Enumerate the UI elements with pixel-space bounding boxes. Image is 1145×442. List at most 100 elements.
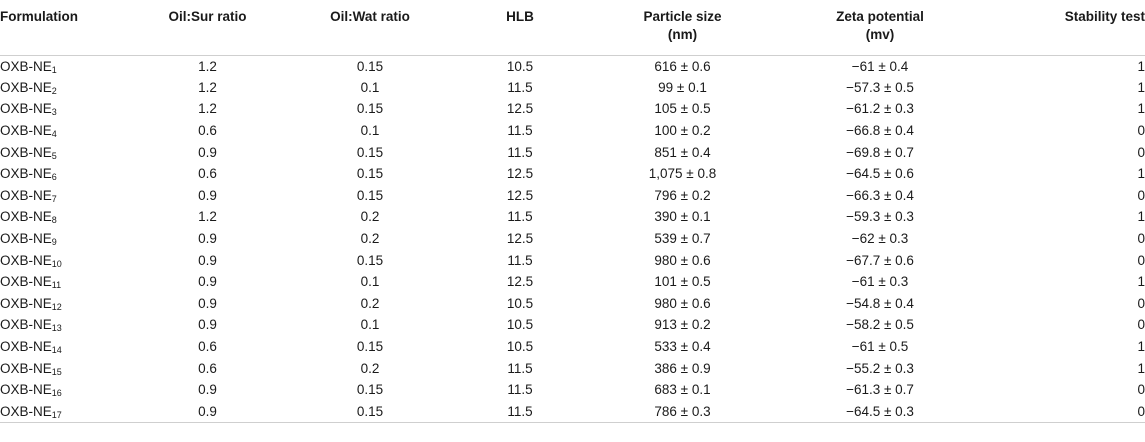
- cell-stability-test: 1: [1137, 274, 1145, 290]
- table-row: OXB-NE2 1.2 0.1 11.5 99 ± 0.1 −57.3 ± 0.5 1: [0, 77, 1145, 99]
- cell-oil-wat-ratio: 0.15: [356, 101, 384, 117]
- cell-oil-sur-ratio: 0.9: [198, 295, 217, 311]
- formulation-name: OXB-NE: [0, 360, 52, 376]
- cell-particle-size: 980 ± 0.6: [654, 252, 711, 268]
- cell-zeta-potential: −69.8 ± 0.7: [846, 144, 914, 160]
- formulation-subscript: 17: [51, 409, 62, 420]
- cell-formulation: OXB-NE10: [0, 249, 130, 271]
- cell-particle-size: 616 ± 0.6: [654, 58, 711, 74]
- cell-oil-wat-ratio: 0.15: [356, 144, 384, 160]
- cell-oil-sur-ratio: 1.2: [198, 79, 217, 95]
- cell-zeta-potential: −61 ± 0.4: [851, 58, 909, 74]
- formulation-name: OXB-NE: [0, 144, 52, 160]
- header-hlb: HLB: [455, 0, 585, 55]
- cell-particle-size: 1,075 ± 0.8: [648, 166, 717, 182]
- cell-zeta-potential: −64.5 ± 0.6: [846, 166, 914, 182]
- cell-formulation: OXB-NE7: [0, 185, 130, 207]
- cell-oil-sur-ratio: 0.9: [198, 403, 217, 419]
- cell-zeta-potential: −66.3 ± 0.4: [846, 187, 914, 203]
- cell-hlb: 11.5: [507, 403, 533, 419]
- cell-particle-size: 539 ± 0.7: [654, 231, 711, 247]
- header-zeta-potential: Zeta potential (mv): [780, 0, 980, 55]
- cell-formulation: OXB-NE12: [0, 293, 130, 315]
- table-row: OXB-NE5 0.9 0.15 11.5 851 ± 0.4 −69.8 ± 0.7 0: [0, 141, 1145, 163]
- formulation-name: OXB-NE: [0, 209, 52, 225]
- table-row: OXB-NE13 0.9 0.1 10.5 913 ± 0.2 −58.2 ± 0.5 0: [0, 314, 1145, 336]
- table-row: OXB-NE6 0.6 0.15 12.5 1,075 ± 0.8 −64.5 ± 0.6…: [0, 163, 1145, 185]
- cell-hlb: 10.5: [506, 339, 534, 355]
- cell-oil-wat-ratio: 0.1: [360, 317, 380, 333]
- cell-oil-wat-ratio: 0.15: [356, 58, 384, 74]
- cell-formulation: OXB-NE6: [0, 163, 130, 185]
- cell-oil-wat-ratio: 0.15: [356, 403, 384, 419]
- cell-stability-test: 1: [1137, 79, 1145, 95]
- cell-stability-test: 1: [1137, 339, 1145, 355]
- formulation-name: OXB-NE: [0, 187, 52, 203]
- formulation-subscript: 14: [51, 345, 62, 356]
- formulation-subscript: 16: [51, 388, 62, 399]
- cell-zeta-potential: −55.2 ± 0.3: [846, 360, 914, 376]
- formulation-subscript: 15: [51, 366, 62, 377]
- cell-formulation: OXB-NE3: [0, 98, 130, 120]
- cell-hlb: 11.5: [507, 360, 533, 376]
- cell-formulation: OXB-NE15: [0, 357, 130, 379]
- formulation-subscript: 9: [51, 237, 57, 248]
- cell-oil-sur-ratio: 0.9: [198, 144, 217, 160]
- formulation-subscript: 10: [51, 258, 62, 269]
- cell-zeta-potential: −67.7 ± 0.6: [846, 252, 914, 268]
- cell-oil-sur-ratio: 0.9: [198, 382, 217, 398]
- cell-hlb: 11.5: [507, 209, 533, 225]
- cell-zeta-potential: −61 ± 0.5: [851, 339, 909, 355]
- cell-particle-size: 786 ± 0.3: [654, 403, 711, 419]
- formulation-subscript: 2: [51, 85, 57, 96]
- header-label: Stability test: [1064, 9, 1145, 24]
- table-row: OXB-NE10 0.9 0.15 11.5 980 ± 0.6 −67.7 ± 0.6 0: [0, 249, 1145, 271]
- header-unit: (nm): [667, 27, 698, 42]
- cell-stability-test: 0: [1137, 187, 1145, 203]
- header-stability-test: Stability test: [980, 0, 1145, 55]
- formulation-name: OXB-NE: [0, 123, 52, 139]
- cell-hlb: 12.5: [506, 187, 534, 203]
- table-row: OXB-NE3 1.2 0.15 12.5 105 ± 0.5 −61.2 ± 0.3 1: [0, 98, 1145, 120]
- cell-zeta-potential: −59.3 ± 0.3: [846, 209, 914, 225]
- header-unit: (mv): [865, 27, 895, 42]
- cell-zeta-potential: −64.5 ± 0.3: [846, 403, 914, 419]
- table-row: OXB-NE1 1.2 0.15 10.5 616 ± 0.6 −61 ± 0.4 1: [0, 55, 1145, 77]
- cell-particle-size: 913 ± 0.2: [654, 317, 711, 333]
- cell-formulation: OXB-NE4: [0, 120, 130, 142]
- cell-oil-sur-ratio: 1.2: [198, 101, 217, 117]
- formulation-subscript: 12: [51, 301, 62, 312]
- cell-particle-size: 100 ± 0.2: [654, 123, 711, 139]
- formulation-name: OXB-NE: [0, 79, 52, 95]
- cell-stability-test: 0: [1137, 403, 1145, 419]
- table-row: OXB-NE17 0.9 0.15 11.5 786 ± 0.3 −64.5 ± 0.3 0: [0, 401, 1145, 423]
- cell-formulation: OXB-NE8: [0, 206, 130, 228]
- formulation-subscript: 13: [51, 323, 62, 334]
- cell-stability-test: 1: [1137, 101, 1145, 117]
- table-row: OXB-NE7 0.9 0.15 12.5 796 ± 0.2 −66.3 ± 0.4 0: [0, 185, 1145, 207]
- cell-oil-wat-ratio: 0.15: [356, 187, 384, 203]
- cell-oil-sur-ratio: 0.9: [198, 317, 217, 333]
- header-label: HLB: [506, 9, 534, 24]
- cell-particle-size: 99 ± 0.1: [658, 79, 707, 95]
- header-oil-wat-ratio: Oil:Wat ratio: [285, 0, 455, 55]
- cell-formulation: OXB-NE17: [0, 401, 130, 423]
- cell-hlb: 11.5: [507, 79, 533, 95]
- cell-formulation: OXB-NE2: [0, 77, 130, 99]
- formulation-subscript: 3: [51, 107, 57, 118]
- cell-hlb: 11.5: [507, 382, 533, 398]
- formulation-name: OXB-NE: [0, 382, 52, 398]
- cell-formulation: OXB-NE14: [0, 336, 130, 358]
- table-row: OXB-NE11 0.9 0.1 12.5 101 ± 0.5 −61 ± 0.3 1: [0, 271, 1145, 293]
- cell-hlb: 11.5: [507, 123, 533, 139]
- formulation-name: OXB-NE: [0, 317, 52, 333]
- table-row: OXB-NE8 1.2 0.2 11.5 390 ± 0.1 −59.3 ± 0.3 1: [0, 206, 1145, 228]
- cell-stability-test: 0: [1137, 144, 1145, 160]
- formulation-name: OXB-NE: [0, 274, 52, 290]
- formulation-name: OXB-NE: [0, 166, 52, 182]
- formulation-name: OXB-NE: [0, 252, 52, 268]
- cell-oil-wat-ratio: 0.1: [360, 123, 380, 139]
- table-body: OXB-NE 1 1.2 0.15 10.5 616 ± 0.6 −61 ± 0.4 1 OXB…: [0, 55, 1145, 423]
- cell-zeta-potential: −61.3 ± 0.7: [846, 382, 914, 398]
- cell-stability-test: 0: [1137, 295, 1145, 311]
